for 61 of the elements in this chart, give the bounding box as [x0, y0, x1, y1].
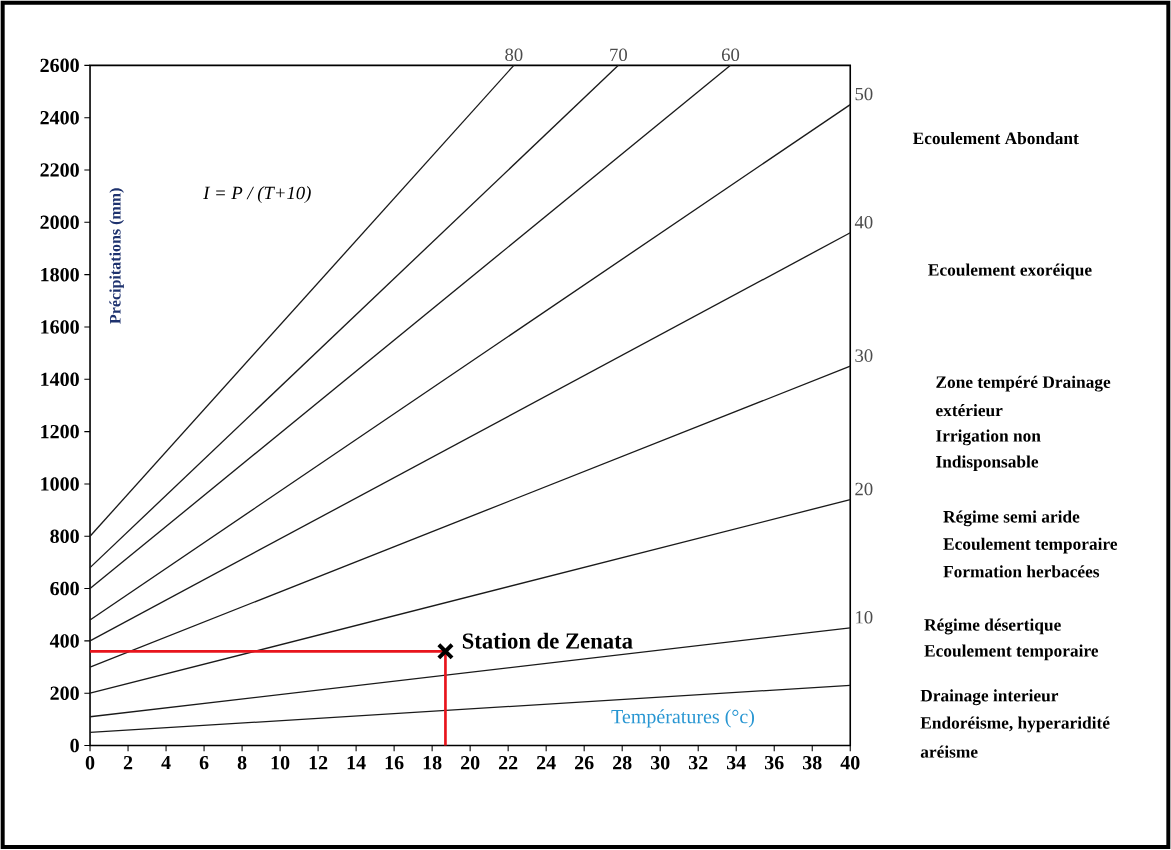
- text: Régime semi aride: [943, 510, 1080, 527]
- x-tick-label: 20: [460, 756, 480, 770]
- y-tick-label: 2200: [40, 163, 79, 177]
- series-label: 20: [855, 482, 873, 496]
- y-tick-label: 1800: [41, 268, 79, 282]
- series-label: 80: [505, 48, 523, 62]
- y-tick-label: 1200: [41, 425, 79, 439]
- text: extérieur: [936, 404, 1003, 417]
- x-tick-label: 40: [840, 756, 860, 770]
- x-tick-label: 18: [423, 756, 442, 770]
- text: Drainage interieur: [920, 689, 1059, 706]
- text: Irrigation non: [936, 429, 1041, 446]
- x-tick-label: 10: [271, 756, 290, 770]
- y-tick-label: 200: [50, 686, 79, 701]
- y-axis-title: Précipitations (mm): [109, 188, 124, 324]
- x-tick-label: 34: [726, 756, 746, 770]
- x-tick-label: 26: [575, 756, 594, 770]
- x-tick-label: 22: [498, 756, 518, 770]
- x-tick-label: 38: [802, 756, 822, 770]
- text: Ecoulement Abondant: [912, 132, 1079, 145]
- text: Formation herbacées: [943, 565, 1100, 578]
- x-tick-label: 16: [385, 756, 404, 770]
- y-tick-label: 2400: [40, 111, 79, 125]
- y-tick-label: 600: [50, 582, 79, 596]
- text: Endoréisme, hyperaridité: [920, 716, 1110, 733]
- text: Zone tempéré Drainage: [936, 375, 1111, 392]
- x-tick-label: 2: [123, 756, 133, 770]
- text: Ecoulement exoréique: [928, 263, 1092, 280]
- x-axis-title: Températures (°c): [611, 709, 755, 728]
- x-tick-label: 6: [199, 756, 209, 770]
- text: Ecoulement temporaire: [924, 644, 1099, 661]
- y-tick-label: 1600: [41, 320, 79, 334]
- series-label: 40: [854, 216, 873, 229]
- y-tick-label: 1000: [41, 477, 79, 491]
- annotation: I = P / (T+10): [203, 186, 311, 204]
- x-tick-label: 24: [536, 756, 556, 770]
- series-label: 70: [610, 48, 627, 62]
- series-label: 10: [856, 611, 873, 624]
- y-tick-label: 400: [49, 634, 79, 648]
- y-tick-label: 0: [70, 739, 79, 753]
- x-tick-label: 8: [237, 756, 247, 770]
- x-tick-label: 4: [161, 756, 171, 770]
- series-label: 50: [855, 87, 873, 101]
- y-tick-label: 2000: [40, 215, 79, 230]
- text: aréisme: [920, 745, 978, 758]
- x-tick-label: 0: [85, 756, 95, 770]
- y-tick-label: 800: [50, 529, 79, 544]
- text: Ecoulement temporaire: [943, 537, 1118, 554]
- x-tick-label: 12: [309, 756, 328, 770]
- x-tick-label: 14: [347, 756, 366, 770]
- x-tick-label: 32: [688, 756, 708, 770]
- series-label: 60: [721, 48, 740, 62]
- x-tick-label: 28: [613, 756, 632, 770]
- text: Régime désertique: [924, 618, 1061, 635]
- text: Indisponsable: [936, 455, 1039, 472]
- series-label: 30: [855, 349, 873, 363]
- annotation: Station de Zenata: [462, 632, 633, 649]
- y-tick-label: 1400: [41, 372, 79, 387]
- x-tick-label: 36: [764, 756, 784, 770]
- x-tick-label: 30: [650, 756, 670, 770]
- y-tick-label: 2600: [40, 58, 79, 73]
